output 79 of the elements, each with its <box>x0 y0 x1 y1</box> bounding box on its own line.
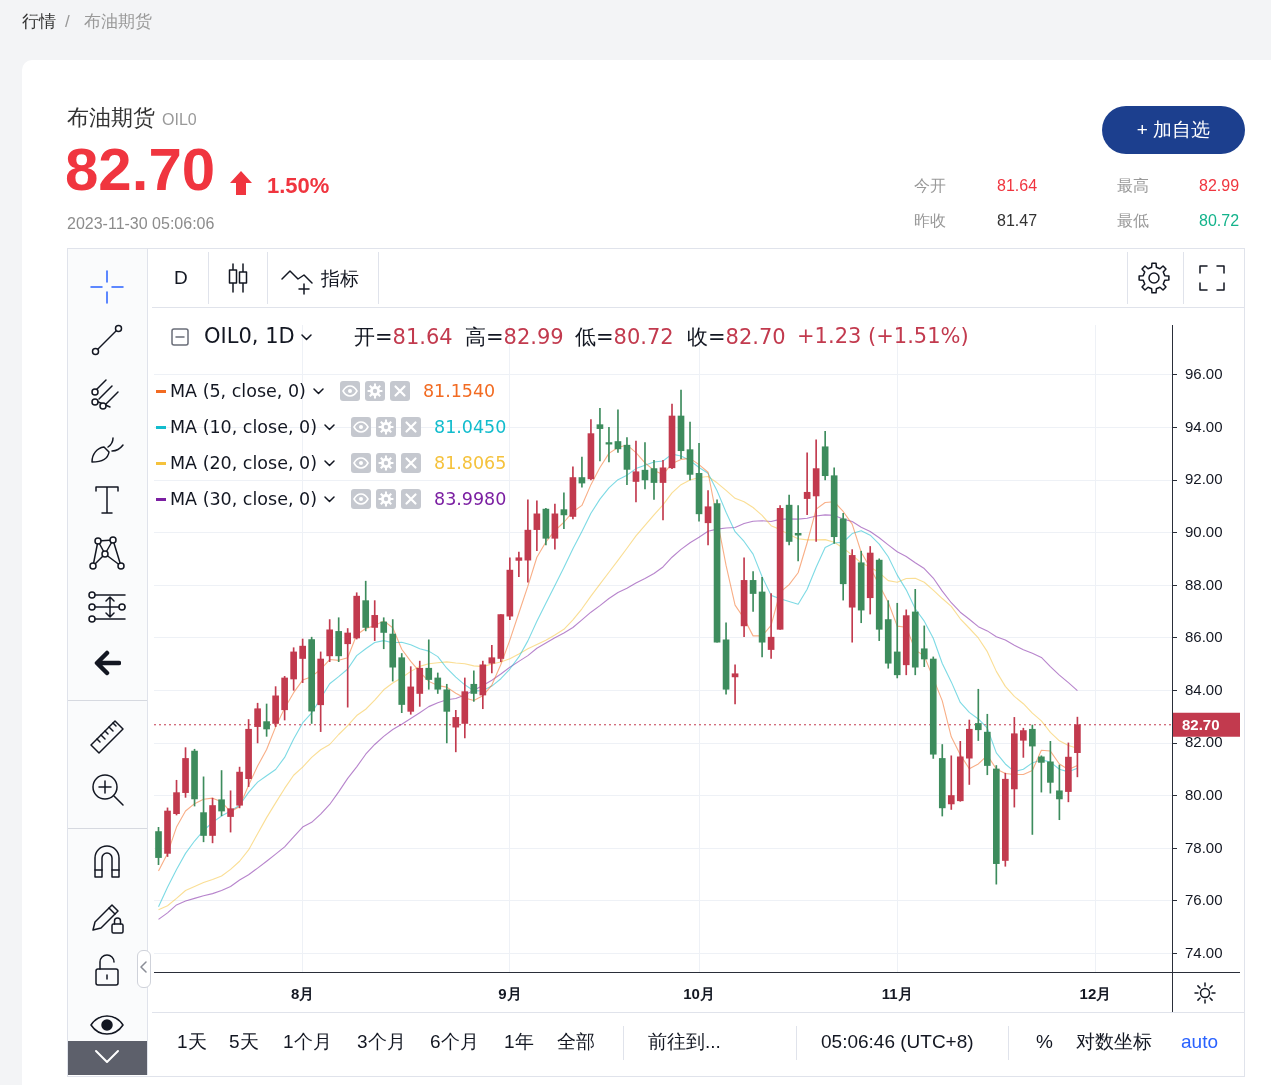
y-tick-label: 88.00 <box>1185 575 1223 593</box>
candlestick <box>947 755 955 810</box>
annotation: 81.1540 <box>422 381 496 401</box>
y-tick-label: 96.00 <box>1185 365 1223 383</box>
chart-title: 布油期货 <box>67 104 155 132</box>
candlestick <box>767 593 775 659</box>
x-tick-label: 8月 <box>290 985 315 1003</box>
candlestick <box>974 688 982 741</box>
text: 布油期货 <box>84 11 152 33</box>
candlestick <box>731 664 739 705</box>
text: 昨收 <box>914 211 946 231</box>
annotation: 83.9980 <box>434 489 507 509</box>
y-tick-label: 76.00 <box>1185 891 1223 909</box>
y-tick-label: 78.00 <box>1185 838 1223 856</box>
text: 05:06:46 (UTC+8) <box>821 1030 974 1054</box>
text: 5天 <box>229 1030 259 1054</box>
x-tick-label: 12月 <box>1079 985 1112 1003</box>
annotation: +1.23 (+1.51%) <box>797 324 969 350</box>
text: 对数坐标 <box>1076 1030 1152 1054</box>
text: 3个月 <box>357 1030 406 1054</box>
annotation: 80.72 <box>613 325 674 349</box>
text: / <box>65 11 70 33</box>
text: 81.47 <box>997 211 1038 231</box>
text: 1个月 <box>283 1030 332 1054</box>
annotation: 81.64 <box>392 325 453 349</box>
text: 81.64 <box>997 176 1038 196</box>
candlestick <box>614 409 622 453</box>
y-tick-label: 90.00 <box>1185 522 1223 540</box>
annotation: 收= <box>687 324 726 351</box>
legend-label: MA (5, close, 0) <box>170 381 306 401</box>
chart-subtitle: OIL0 <box>162 111 197 129</box>
candlestick <box>515 551 523 578</box>
text: auto <box>1181 1030 1218 1054</box>
y-tick-label: 84.00 <box>1185 680 1223 698</box>
y-tick-label: 94.00 <box>1185 417 1223 435</box>
text: 6个月 <box>430 1030 479 1054</box>
x-tick-label: 10月 <box>683 985 715 1003</box>
text: 最高 <box>1117 176 1149 196</box>
text: 前往到... <box>648 1030 721 1054</box>
candlestick <box>425 639 433 690</box>
text: D <box>174 266 188 290</box>
text: 今开 <box>914 176 946 196</box>
text: 最低 <box>1117 211 1149 231</box>
text: 行情 <box>22 11 56 33</box>
text: 1天 <box>177 1030 207 1054</box>
legend-label: MA (20, close, 0) <box>170 453 318 473</box>
text: 1.50% <box>267 172 330 200</box>
candlestick <box>803 452 811 515</box>
text: 82.70 <box>65 135 216 205</box>
legend-label: MA (30, close, 0) <box>170 489 318 509</box>
text: 1年 <box>504 1030 534 1054</box>
legend-label: MA (10, close, 0) <box>170 417 318 437</box>
text: 指标 <box>321 267 359 291</box>
y-tick-label: 92.00 <box>1185 470 1223 488</box>
annotation: OIL0, 1D <box>204 324 295 350</box>
text: 80.72 <box>1199 211 1240 231</box>
y-tick-label: 86.00 <box>1185 628 1223 646</box>
x-tick-label: 11月 <box>881 985 913 1003</box>
add-button: + 加自选 <box>1102 106 1245 154</box>
text: % <box>1036 1030 1053 1054</box>
y-tick-label: 80.00 <box>1185 785 1223 803</box>
text: 2023-11-30 05:06:06 <box>67 214 215 234</box>
y-tick-label: 82.00 <box>1185 733 1223 751</box>
annotation: 低= <box>575 324 614 351</box>
candlestick <box>596 408 604 462</box>
annotation: 81.8065 <box>434 453 507 473</box>
ref-line-label: 82.70 <box>1182 715 1220 733</box>
annotation: 高= <box>465 324 504 351</box>
text: 全部 <box>557 1030 595 1054</box>
y-tick-label: 74.00 <box>1185 943 1223 961</box>
candlestick <box>632 440 640 503</box>
candlestick <box>344 628 352 708</box>
annotation: 82.70 <box>725 325 786 349</box>
annotation: 81.0450 <box>434 417 507 437</box>
candlestick <box>560 492 568 529</box>
annotation: 开= <box>354 324 393 351</box>
x-tick-label: 9月 <box>498 985 522 1003</box>
annotation: 82.99 <box>503 325 564 349</box>
text: 82.99 <box>1199 176 1240 196</box>
